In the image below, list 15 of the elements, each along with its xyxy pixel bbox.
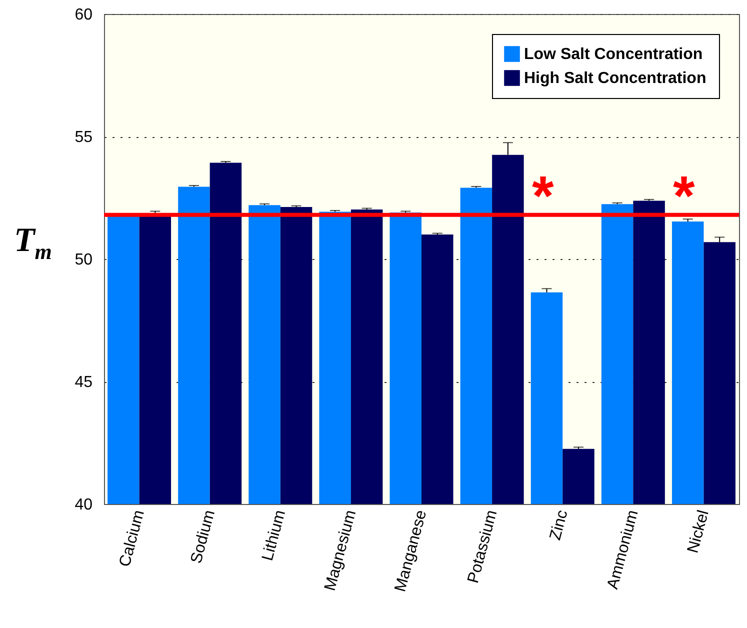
x-tick-label: Zinc [547,508,572,542]
x-tick-label: Sodium [188,508,219,566]
y-axis-title: T$_{m}$ [14,222,52,265]
x-tick-label: Calcium [116,508,148,569]
y-tick-label: 50 [74,252,93,268]
annotation: * [532,164,554,227]
annotation: * [673,164,695,227]
y-tick-label: 55 [74,129,93,146]
y-tick-label: 45 [74,374,93,391]
y-tick-label: 40 [74,496,93,514]
x-tick-label: Nickel [684,508,712,555]
legend-label: High Salt Concentration [524,70,706,87]
y-tick-label: 60 [74,6,93,24]
x-tick-label: Lithium [259,508,290,563]
legend-label: Low Salt Concentration [524,46,703,63]
